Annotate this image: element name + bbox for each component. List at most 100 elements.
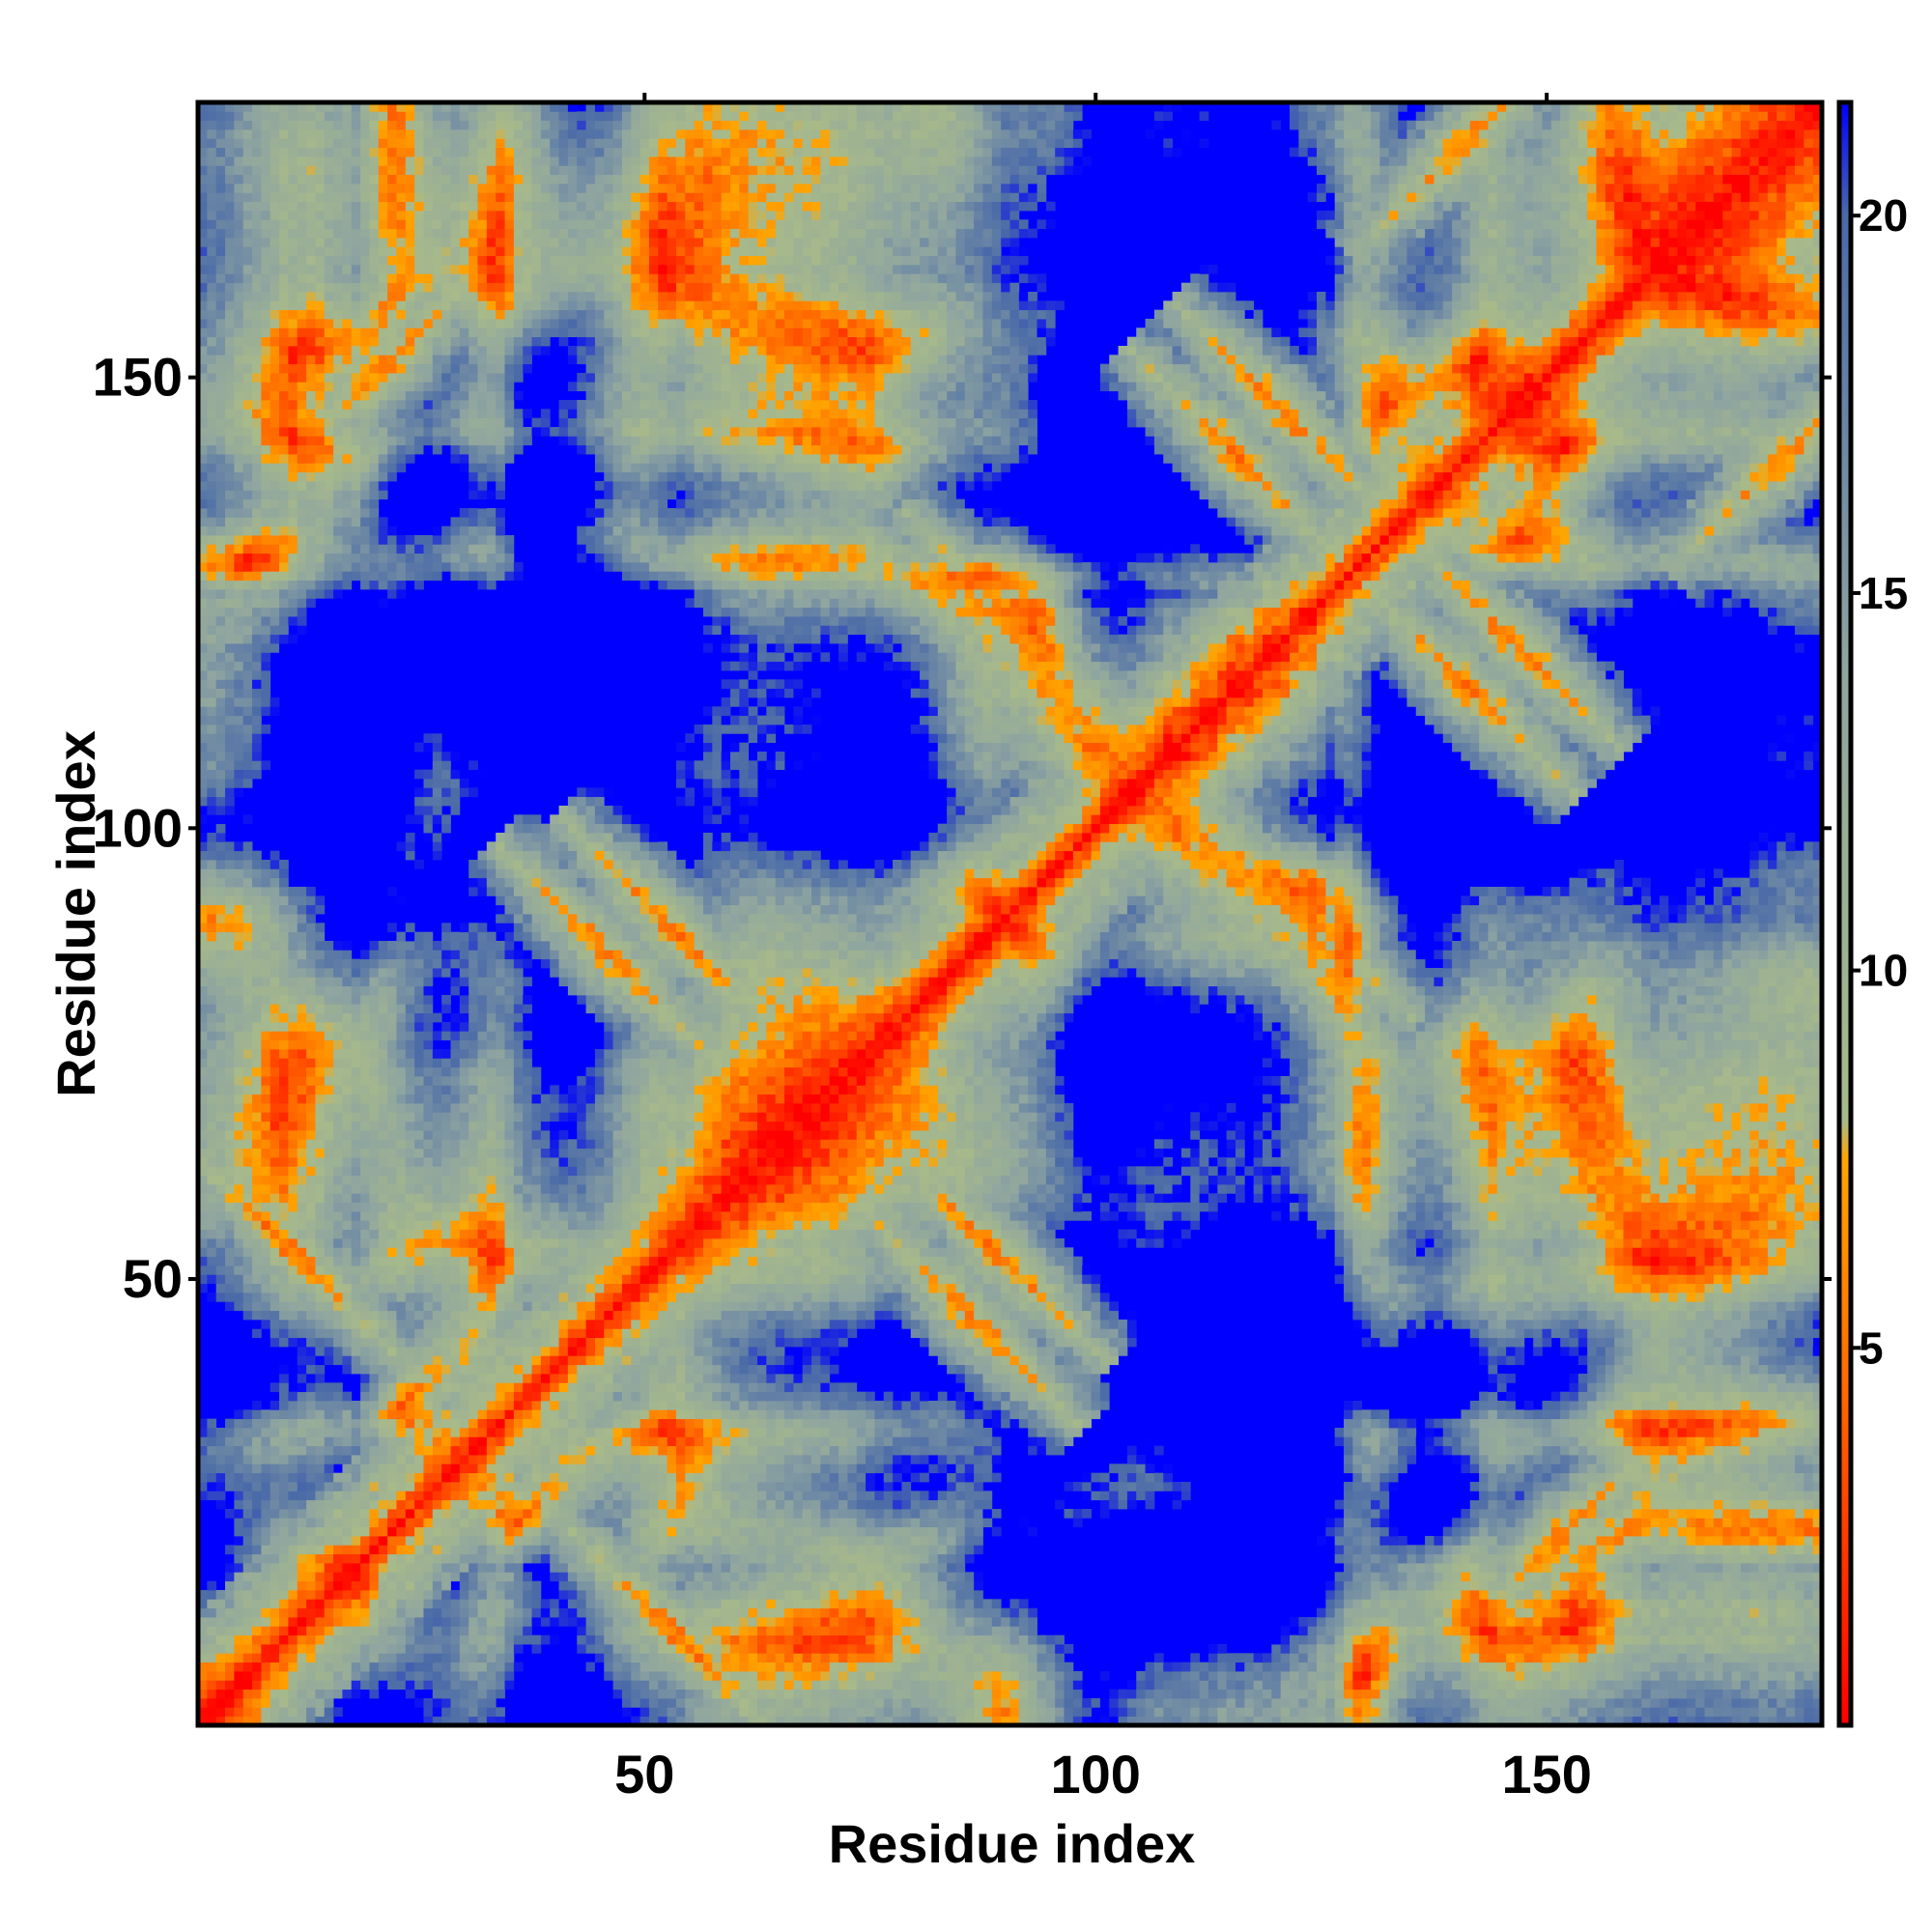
heatmap-cell xyxy=(252,1527,262,1537)
heatmap-cell xyxy=(261,165,270,175)
heatmap-cell xyxy=(225,283,235,293)
heatmap-cell xyxy=(225,544,235,554)
heatmap-cell xyxy=(252,481,262,491)
heatmap-cell xyxy=(225,148,235,157)
heatmap-cell xyxy=(225,733,235,743)
heatmap-cell xyxy=(225,1617,235,1627)
heatmap-cell xyxy=(279,1265,289,1275)
heatmap-cell xyxy=(216,589,226,599)
heatmap-cell xyxy=(207,1635,216,1645)
heatmap-cell xyxy=(207,1094,216,1104)
heatmap-cell xyxy=(279,1328,289,1338)
heatmap-cell xyxy=(234,968,243,978)
heatmap-cell xyxy=(261,319,270,328)
heatmap-cell xyxy=(225,1265,235,1275)
heatmap-cell xyxy=(216,1274,226,1284)
heatmap-cell xyxy=(216,327,226,337)
heatmap-cell xyxy=(234,1545,243,1554)
heatmap-cell xyxy=(243,1166,253,1176)
heatmap-cell xyxy=(243,581,253,590)
heatmap-cell xyxy=(279,1419,289,1429)
heatmap-cell xyxy=(207,760,216,770)
heatmap-cell xyxy=(207,635,216,644)
heatmap-cell xyxy=(252,752,262,761)
heatmap-cell xyxy=(207,1419,216,1429)
heatmap-cell xyxy=(216,1184,226,1194)
heatmap-cell xyxy=(270,1203,280,1212)
heatmap-cell xyxy=(225,1203,235,1212)
heatmap-cell xyxy=(252,1193,262,1203)
heatmap-cell xyxy=(270,454,280,464)
heatmap-cell xyxy=(270,1130,280,1140)
heatmap-cell xyxy=(243,1518,253,1527)
heatmap-cell xyxy=(270,300,280,310)
heatmap-cell xyxy=(270,1690,280,1699)
heatmap-cell xyxy=(225,1473,235,1483)
heatmap-cell xyxy=(270,1301,280,1311)
heatmap-cell xyxy=(234,1653,243,1662)
heatmap-cell xyxy=(270,1013,280,1023)
heatmap-cell xyxy=(225,589,235,599)
heatmap-cell xyxy=(234,1518,243,1527)
heatmap-cell xyxy=(216,625,226,635)
heatmap-cell xyxy=(243,1157,253,1167)
heatmap-cell xyxy=(279,1301,289,1311)
heatmap-cell xyxy=(243,868,253,878)
heatmap-cell xyxy=(216,238,226,247)
heatmap-cell xyxy=(207,1220,216,1230)
heatmap-cell xyxy=(270,625,280,635)
heatmap-cell xyxy=(243,770,253,780)
heatmap-cell xyxy=(207,616,216,626)
heatmap-cell xyxy=(243,1680,253,1690)
heatmap-cell xyxy=(234,895,243,905)
heatmap-cell xyxy=(252,1049,262,1059)
heatmap-cell xyxy=(252,1509,262,1519)
heatmap-cell xyxy=(234,129,243,139)
heatmap-cell xyxy=(225,445,235,455)
heatmap-cell xyxy=(234,292,243,301)
heatmap-cell xyxy=(234,770,243,780)
heatmap-cell xyxy=(252,1446,262,1456)
heatmap-cell xyxy=(261,689,270,698)
heatmap-cell xyxy=(225,292,235,301)
heatmap-cell xyxy=(207,310,216,320)
heatmap-cell xyxy=(252,932,262,942)
heatmap-cell xyxy=(252,1599,262,1608)
heatmap-cell xyxy=(225,418,235,428)
heatmap-cell xyxy=(234,1139,243,1149)
heatmap-cell xyxy=(234,1184,243,1194)
heatmap-cell xyxy=(243,1473,253,1483)
heatmap-cell xyxy=(234,562,243,572)
heatmap-cell xyxy=(207,1644,216,1654)
heatmap-cell xyxy=(270,211,280,220)
heatmap-cell xyxy=(252,382,262,391)
heatmap-cell xyxy=(234,923,243,932)
heatmap-cell xyxy=(216,1094,226,1104)
heatmap-cell xyxy=(270,923,280,932)
heatmap-cell xyxy=(207,1617,216,1627)
heatmap-cell xyxy=(225,1707,235,1717)
heatmap-cell xyxy=(225,1122,235,1131)
heatmap-cell xyxy=(279,1085,289,1094)
heatmap-cell xyxy=(279,1293,289,1302)
heatmap-cell xyxy=(252,905,262,915)
heatmap-cell xyxy=(261,995,270,1005)
heatmap-cell xyxy=(225,914,235,923)
heatmap-cell xyxy=(270,1617,280,1627)
heatmap-cell xyxy=(225,490,235,499)
heatmap-cell xyxy=(261,1455,270,1464)
heatmap-cell xyxy=(252,292,262,301)
heatmap-cell xyxy=(279,1455,289,1464)
heatmap-cell xyxy=(252,283,262,293)
heatmap-cell xyxy=(243,1067,253,1077)
heatmap-cell xyxy=(243,1554,253,1564)
heatmap-cell xyxy=(270,499,280,509)
heatmap-cell xyxy=(279,1139,289,1149)
heatmap-cell xyxy=(225,1455,235,1464)
heatmap-cell xyxy=(270,1247,280,1257)
heatmap-cell xyxy=(234,1680,243,1690)
heatmap-cell xyxy=(252,1112,262,1122)
heatmap-cell xyxy=(207,941,216,951)
heatmap-cell xyxy=(279,1563,289,1573)
heatmap-cell xyxy=(234,319,243,328)
